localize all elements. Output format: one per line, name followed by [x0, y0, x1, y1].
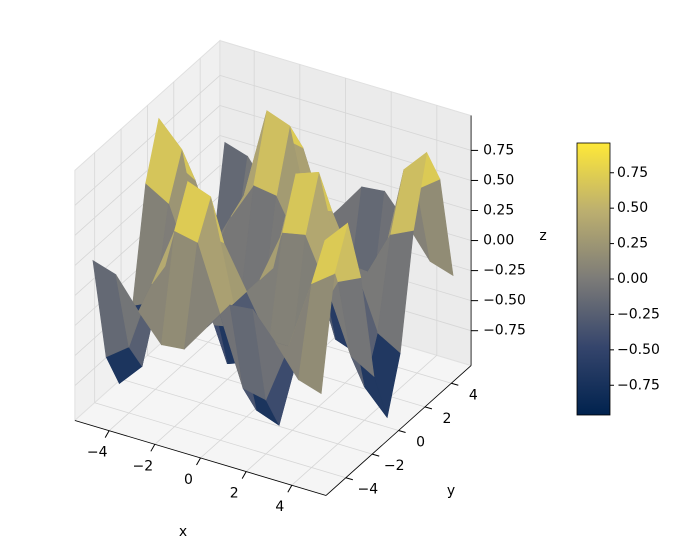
colorbar: [576, 142, 611, 416]
colorbar-tick-label: 0.25: [617, 236, 648, 252]
y-tick: [451, 382, 459, 386]
z-tick-label: 0.75: [483, 142, 514, 158]
z-tick-label: 0.00: [483, 233, 514, 249]
z-tick-label: −0.50: [483, 293, 526, 309]
x-tick-label: 4: [275, 499, 284, 515]
y-axis-label: y: [447, 483, 455, 499]
y-tick-label: 0: [416, 435, 425, 451]
x-axis-label: x: [179, 524, 187, 540]
colorbar-tick-label: −0.75: [617, 377, 660, 393]
axis-line: [74, 420, 327, 496]
x-tick: [241, 471, 247, 479]
z-axis-label: z: [539, 228, 546, 244]
grid-line: [120, 378, 373, 455]
colorbar-tick-label: 0.75: [617, 165, 648, 181]
x-tick-label: −4: [87, 445, 108, 461]
x-tick-label: 0: [184, 472, 193, 488]
colorbar-tick-label: 0.50: [617, 200, 648, 216]
surface-face: [253, 110, 291, 196]
y-tick: [424, 406, 433, 410]
y-tick-label: 4: [469, 387, 478, 403]
x-tick: [150, 444, 156, 452]
grid-line: [94, 402, 346, 479]
z-tick-label: −0.75: [483, 323, 526, 339]
z-tick-label: 0.25: [483, 203, 514, 219]
x-tick: [196, 457, 201, 466]
z-tick-label: −0.25: [483, 263, 526, 279]
surface-face: [174, 181, 211, 243]
surface-face: [145, 117, 183, 204]
colorbar-tick-label: −0.50: [617, 342, 660, 358]
colorbar-tick-label: −0.25: [617, 306, 660, 322]
grid-line: [74, 75, 221, 206]
grid-line: [74, 105, 221, 236]
y-tick-label: −4: [358, 482, 379, 498]
y-tick: [398, 430, 406, 433]
x-tick-label: −2: [133, 458, 154, 474]
y-tick-label: 2: [442, 411, 451, 427]
y-tick: [345, 477, 353, 481]
y-tick: [372, 453, 380, 457]
y-tick-label: −2: [384, 458, 405, 474]
x-tick-label: 2: [230, 486, 239, 502]
z-tick-label: 0.50: [483, 172, 514, 188]
surface-face: [390, 151, 428, 235]
x-tick: [104, 430, 110, 438]
x-tick: [287, 484, 293, 493]
axis-line: [325, 365, 472, 496]
grid-line: [219, 75, 472, 151]
surface-face: [311, 222, 349, 285]
colorbar-tick-label: 0.00: [617, 271, 648, 287]
surface-face: [282, 171, 320, 235]
